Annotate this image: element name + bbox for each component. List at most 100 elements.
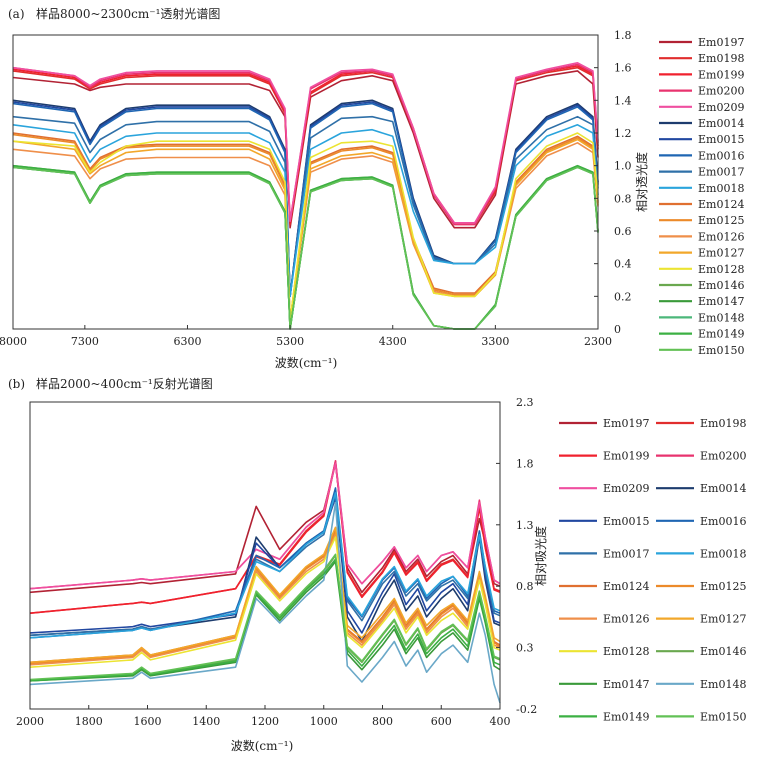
y-tick-label: 1.4	[614, 94, 632, 107]
y-tick-label: 0	[614, 323, 621, 336]
series-line-em0016	[12, 102, 599, 298]
series-line-em0199	[29, 461, 501, 614]
x-tick-label: 800	[372, 715, 393, 728]
y-tick-label: 1.8	[614, 29, 632, 42]
legend-label-em0016: Em0016	[698, 149, 744, 162]
x-tick-label: 400	[490, 715, 511, 728]
legend-label-em0197: Em0197	[603, 417, 649, 430]
legend-label-em0199: Em0199	[698, 68, 744, 81]
series-line-em0200	[29, 460, 501, 590]
series-line-em0150	[29, 553, 501, 681]
panel-b-series-group	[29, 460, 501, 704]
series-line-em0148	[29, 501, 501, 704]
series-line-em0018	[29, 492, 501, 639]
legend-label-em0018: Em0018	[700, 547, 746, 560]
legend-label-em0209: Em0209	[698, 101, 744, 114]
x-tick-label: 1800	[75, 715, 103, 728]
legend-label-em0199: Em0199	[603, 450, 649, 463]
y-tick-label: 0.6	[614, 225, 632, 238]
y-tick-label: 0.8	[516, 580, 534, 593]
legend-label-em0017: Em0017	[698, 166, 744, 179]
x-tick-label: 1600	[134, 715, 162, 728]
panel-a-y-axis-label: 相对透光度	[634, 152, 649, 212]
legend-label-em0127: Em0127	[700, 613, 746, 626]
panel-b-y-axis-label: 相对吸光度	[533, 526, 548, 586]
legend-label-em0017: Em0017	[603, 547, 649, 560]
x-tick-label: 600	[431, 715, 452, 728]
x-tick-label: 6300	[173, 335, 201, 348]
y-tick-label: 0.2	[614, 290, 632, 303]
legend-label-em0198: Em0198	[698, 52, 744, 65]
series-line-em0018	[12, 124, 599, 298]
panel-a-transmission-chart: (a) 样品8000~2300cm⁻¹透射光谱图 8000 7300 6300 530…	[0, 6, 744, 370]
x-tick-label: 5300	[276, 335, 304, 348]
x-tick-label: 3300	[481, 335, 509, 348]
x-tick-label: 1400	[192, 715, 220, 728]
panel-a-plot-frame	[12, 34, 599, 330]
panel-b-reflection-chart: (b) 样品2000~400cm⁻¹反射光谱图 2000 1800 1600 1400…	[8, 376, 746, 753]
series-line-em0197	[29, 462, 501, 594]
legend-label-em0125: Em0125	[698, 214, 744, 227]
legend-label-em0015: Em0015	[698, 133, 744, 146]
legend-label-em0014: Em0014	[698, 117, 744, 130]
panel-a-title: 样品8000~2300cm⁻¹透射光谱图	[36, 6, 220, 21]
legend-label-em0149: Em0149	[603, 710, 649, 723]
x-tick-label: 4300	[379, 335, 407, 348]
series-line-em0014	[12, 99, 599, 298]
x-tick-label: 2300	[584, 335, 612, 348]
panel-b-label: (b)	[8, 377, 25, 391]
series-line-em0150	[12, 166, 599, 330]
series-line-em0149	[29, 558, 501, 682]
y-tick-label: 1.0	[614, 160, 632, 173]
y-tick-label: 0.4	[614, 258, 632, 271]
y-tick-label: 1.8	[516, 457, 534, 470]
series-line-em0016	[29, 487, 501, 639]
x-tick-label: 2000	[16, 715, 44, 728]
legend-label-em0125: Em0125	[700, 580, 746, 593]
legend-label-em0127: Em0127	[698, 247, 744, 260]
legend-label-em0150: Em0150	[700, 710, 746, 723]
y-tick-label: 1.6	[614, 62, 632, 75]
legend-label-em0124: Em0124	[603, 580, 649, 593]
legend-label-em0200: Em0200	[700, 450, 746, 463]
legend-label-em0200: Em0200	[698, 85, 744, 98]
legend-label-em0146: Em0146	[700, 645, 746, 658]
legend-label-em0146: Em0146	[698, 279, 744, 292]
panel-a-y-ticks: 0 0.2 0.4 0.6 0.8 1.0 1.2 1.4 1.6 1.8	[594, 29, 632, 336]
legend-label-em0198: Em0198	[700, 417, 746, 430]
x-tick-label: 1200	[251, 715, 279, 728]
y-tick-label: 0.3	[516, 642, 534, 655]
series-line-em0015	[12, 101, 599, 298]
legend-label-em0148: Em0148	[698, 311, 744, 324]
legend-label-em0014: Em0014	[700, 482, 746, 495]
series-line-em0014	[29, 493, 501, 643]
legend-label-em0124: Em0124	[698, 198, 744, 211]
legend-label-em0126: Em0126	[603, 613, 649, 626]
panel-a-label: (a)	[8, 7, 25, 21]
y-tick-label: -0.2	[516, 703, 537, 716]
panel-b-x-axis-label: 波数(cm⁻¹)	[231, 738, 294, 753]
series-line-em0125	[12, 133, 599, 322]
series-line-em0209	[12, 62, 599, 224]
series-line-em0127	[12, 138, 599, 322]
series-line-em0198	[29, 460, 501, 614]
legend-label-em0209: Em0209	[603, 482, 649, 495]
legend-label-em0197: Em0197	[698, 36, 744, 49]
panel-b-y-ticks: -0.2 0.3 0.8 1.3 1.8 2.3	[496, 396, 537, 716]
series-line-em0017	[12, 115, 599, 298]
series-line-em0127	[29, 526, 501, 664]
y-tick-label: 0.8	[614, 192, 632, 205]
panel-b-x-ticks: 2000 1800 1600 1400 1200 1000 800 600 400	[16, 705, 511, 728]
panel-b-title: 样品2000~400cm⁻¹反射光谱图	[36, 376, 213, 391]
panel-a-x-ticks: 8000 7300 6300 5300 4300 3300 2300	[0, 325, 612, 348]
series-line-em0209	[29, 462, 501, 590]
y-tick-label: 1.2	[614, 127, 632, 140]
panel-a-series-group	[12, 62, 599, 330]
y-tick-label: 2.3	[516, 396, 534, 409]
legend-label-em0147: Em0147	[603, 678, 649, 691]
series-line-em0128	[12, 132, 599, 322]
legend-label-em0126: Em0126	[698, 230, 744, 243]
legend-label-em0149: Em0149	[698, 328, 744, 341]
x-tick-label: 8000	[0, 335, 27, 348]
